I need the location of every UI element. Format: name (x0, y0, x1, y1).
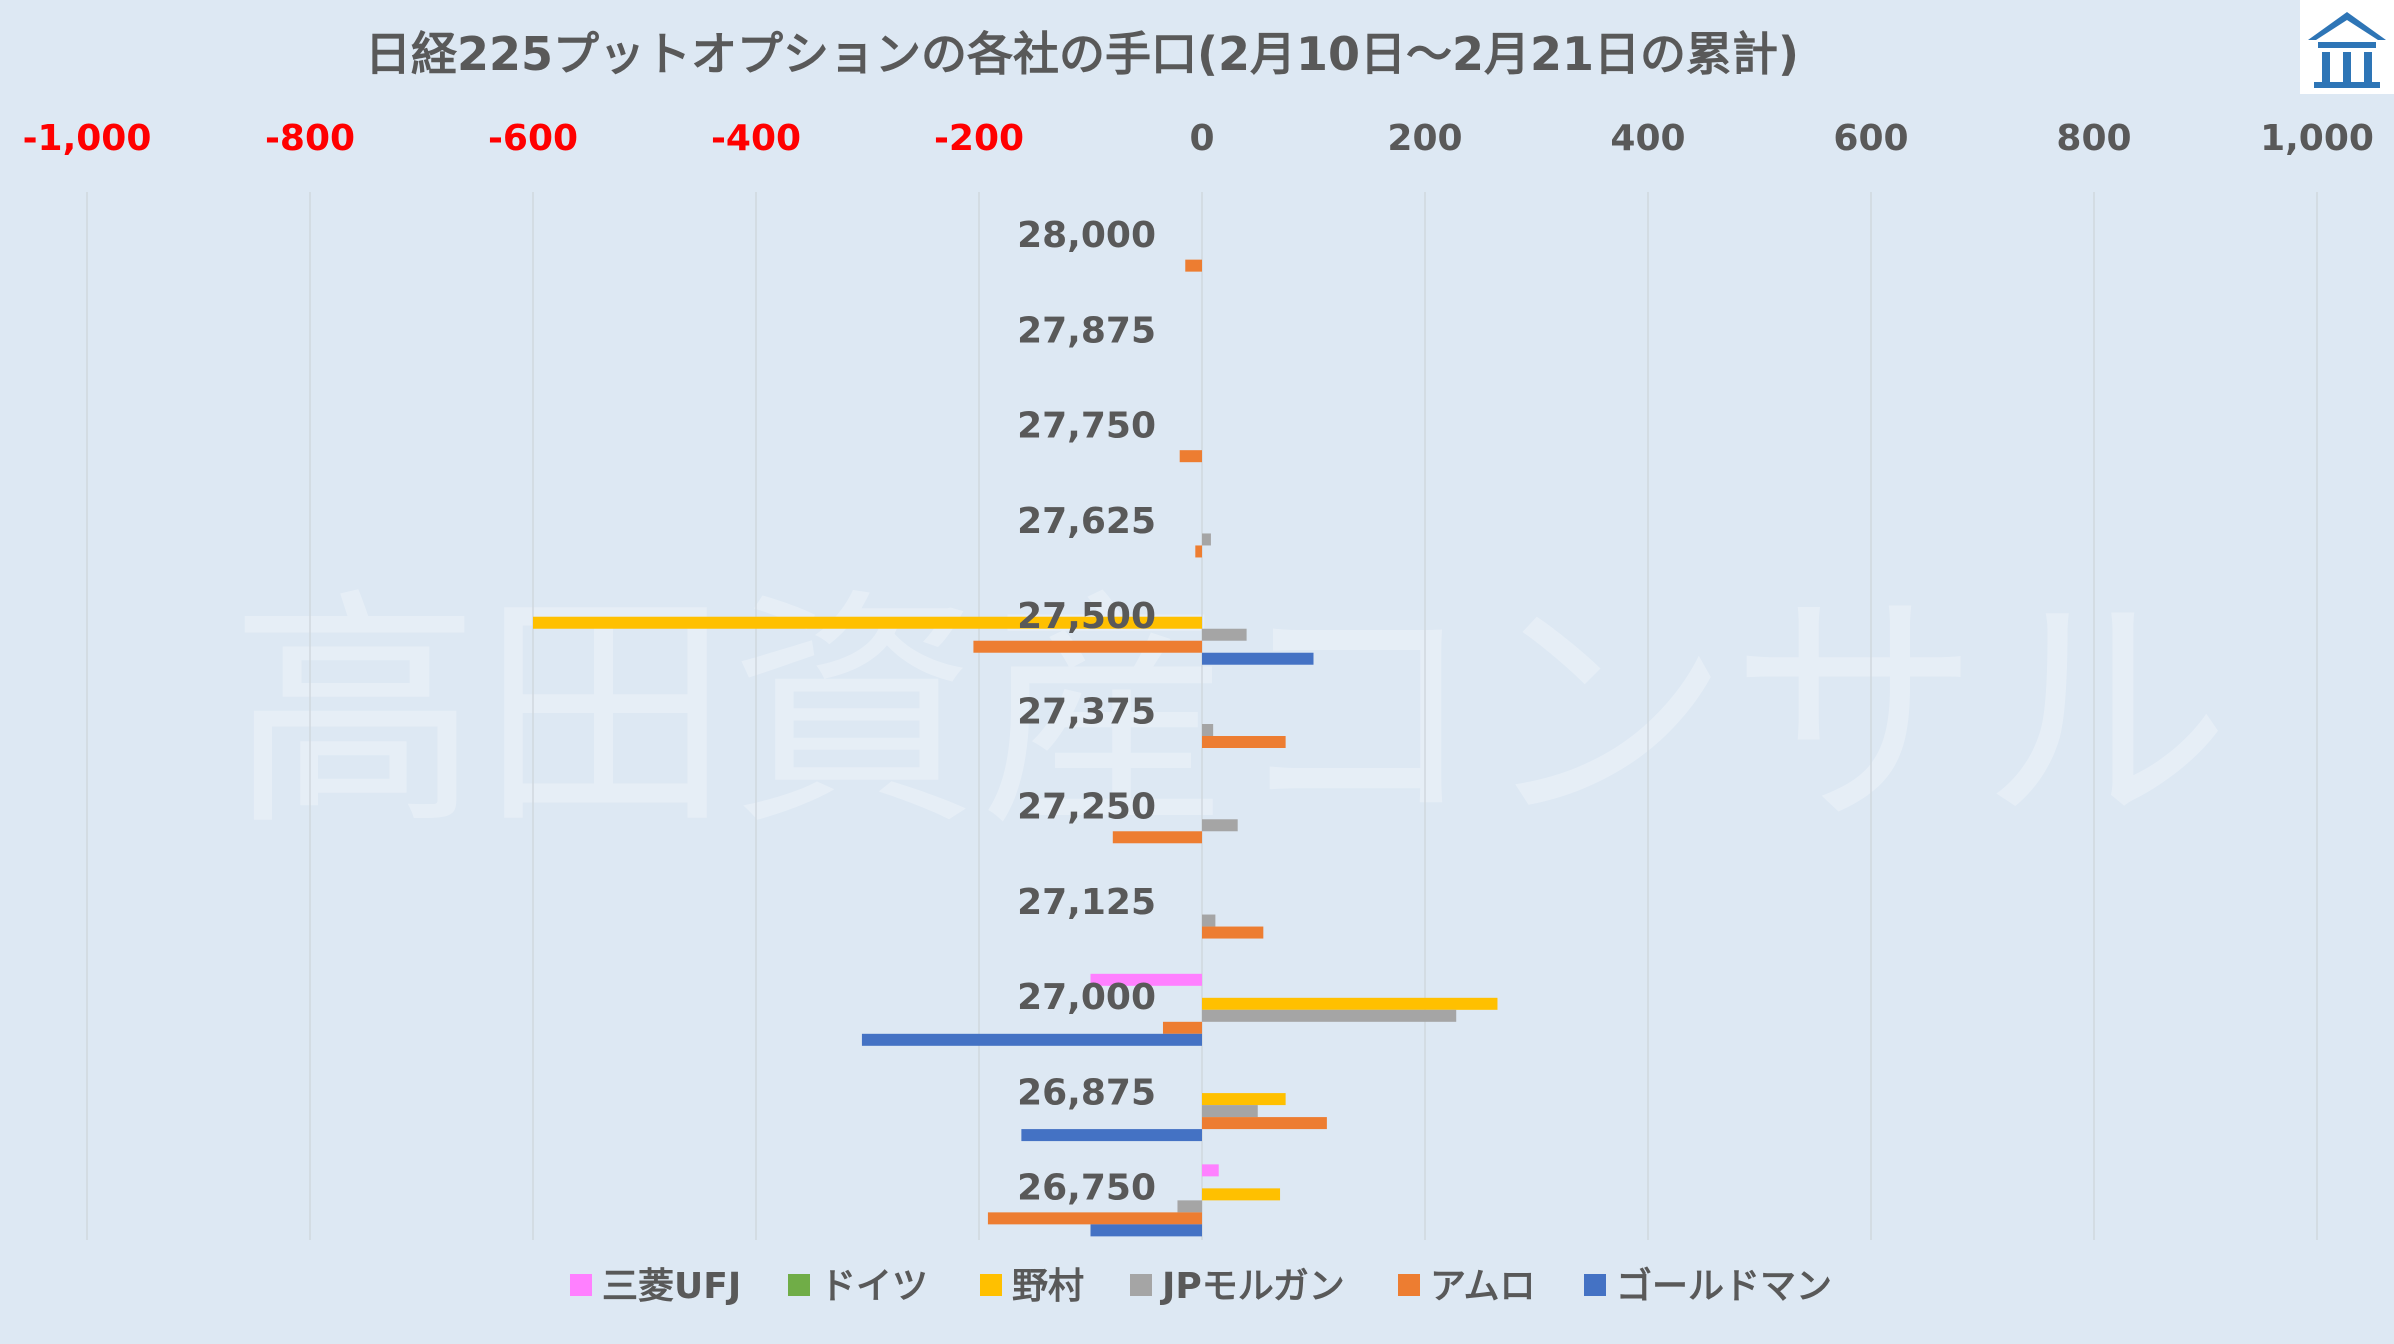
gridlines (86, 192, 2318, 1240)
chart-title: 日経225プットオプションの各社の手口(2月10日～2月21日の累計) (365, 27, 1799, 81)
category-label: 27,500 (1017, 596, 1156, 637)
bar (1202, 1093, 1286, 1106)
logo-icon (2300, 0, 2394, 94)
category-label: 26,875 (1017, 1072, 1156, 1113)
legend-swatch (788, 1274, 810, 1296)
x-tick-label: -1,000 (23, 118, 152, 159)
bar (1202, 819, 1238, 832)
x-tick-label: 0 (1189, 118, 1214, 159)
category-label: 27,875 (1017, 310, 1156, 351)
bar (1090, 973, 1202, 986)
bar (973, 640, 1202, 653)
x-tick-label: 200 (1387, 118, 1462, 159)
legend-label: JPモルガン (1159, 1266, 1345, 1307)
bar (1112, 831, 1202, 844)
x-tick-label: -200 (934, 118, 1024, 159)
legend-swatch (1584, 1274, 1606, 1296)
legend-swatch (570, 1274, 592, 1296)
bar (1202, 724, 1214, 736)
bar (1202, 652, 1314, 665)
bar (1202, 1117, 1327, 1130)
category-label: 27,375 (1017, 691, 1156, 732)
bar (1177, 1200, 1202, 1213)
bar (1202, 914, 1216, 927)
category-label: 27,250 (1017, 787, 1156, 828)
bar (1202, 736, 1286, 748)
watermark-text: 高田資産コンサル (230, 568, 2230, 859)
bar (533, 616, 1202, 629)
x-axis-ticks: -1,000 -800 -600 -400 -200 0 200 400 600 800 1,000 (23, 118, 2374, 159)
bar (1202, 628, 1247, 641)
category-label: 27,750 (1017, 406, 1156, 447)
legend-label: アムロ (1430, 1266, 1535, 1307)
x-tick-label: -600 (488, 118, 578, 159)
legend-label: 野村 (1012, 1266, 1084, 1307)
category-label: 26,750 (1017, 1168, 1156, 1209)
category-label: 27,000 (1017, 977, 1156, 1018)
legend-swatch (1398, 1274, 1420, 1296)
category-label: 27,625 (1017, 501, 1156, 542)
x-tick-label: -800 (265, 118, 355, 159)
bar (1202, 1164, 1219, 1177)
bar (1185, 259, 1202, 272)
bar (1202, 926, 1264, 939)
bar (1179, 450, 1202, 463)
x-tick-label: 400 (1610, 118, 1685, 159)
x-tick-label: 600 (1833, 118, 1908, 159)
category-label: 28,000 (1017, 215, 1156, 256)
category-labels: 28,000 27,875 27,750 27,625 27,500 27,375 27,2… (1017, 215, 1156, 1209)
x-tick-label: 1,000 (2260, 118, 2374, 159)
bar (861, 1033, 1202, 1046)
bar (1202, 1188, 1281, 1201)
legend-swatch (980, 1274, 1002, 1296)
x-tick-label: 800 (2056, 118, 2131, 159)
bar (1202, 1009, 1457, 1022)
bar (1090, 1224, 1202, 1237)
bar (1162, 1021, 1202, 1034)
x-tick-label: -400 (711, 118, 801, 159)
bar (1202, 533, 1211, 546)
bar (1021, 1129, 1202, 1142)
legend-label: ドイツ (820, 1266, 928, 1307)
category-label: 27,125 (1017, 882, 1156, 923)
bar (987, 1212, 1202, 1225)
bar (1202, 1105, 1258, 1118)
bar (1202, 997, 1498, 1010)
legend: 三菱UFJ ドイツ 野村 JPモルガン アムロ ゴールドマン (570, 1265, 1832, 1307)
bar (1195, 545, 1202, 558)
bars (533, 259, 1498, 1237)
legend-label: ゴールドマン (1616, 1265, 1832, 1307)
legend-label: 三菱UFJ (602, 1266, 741, 1307)
legend-swatch (1130, 1274, 1152, 1296)
